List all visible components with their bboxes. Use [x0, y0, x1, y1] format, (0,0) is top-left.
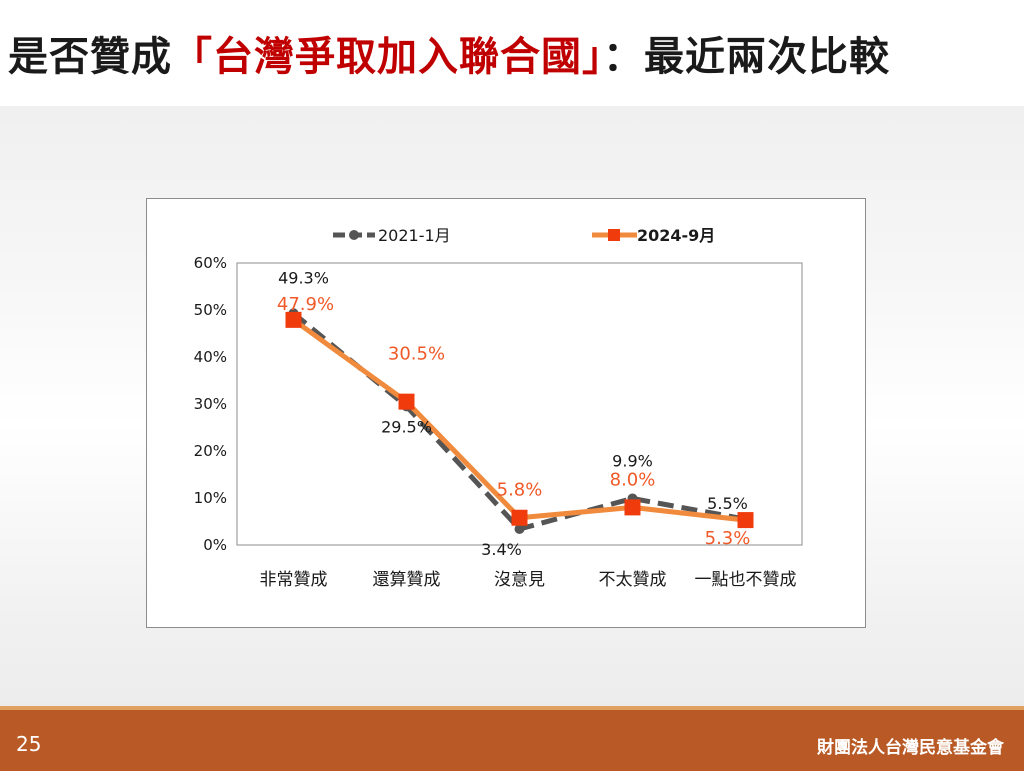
title-bar: 是否贊成「台灣爭取加入聯合國」：最近兩次比較	[0, 0, 1024, 106]
organization-name: 財團法人台灣民意基金會	[817, 738, 1004, 758]
title-prefix: 是否贊成	[8, 34, 172, 80]
data-label-2024: 5.8%	[497, 480, 543, 501]
x-category-label: 非常贊成	[260, 570, 328, 590]
x-category-label: 沒意見	[494, 570, 545, 590]
data-point-2024	[511, 509, 528, 526]
legend-marker-2024	[608, 229, 620, 241]
y-tick-label: 50%	[194, 301, 227, 319]
line-chart: 0% 10% 20% 30% 40% 50% 60% 非常贊成 還算贊成 沒意見 不太贊成 一點也不贊…	[194, 226, 803, 590]
x-category-label: 一點也不贊成	[695, 570, 797, 590]
title-suffix: ：最近兩次比較	[603, 34, 890, 80]
y-tick-label: 10%	[194, 489, 227, 507]
data-label-2021: 29.5%	[381, 417, 432, 436]
footer-accent-line	[0, 706, 1024, 710]
y-tick-label: 40%	[194, 348, 227, 366]
data-label-2021: 49.3%	[278, 268, 329, 287]
data-point-2024	[285, 311, 302, 328]
legend-label-2021: 2021-1月	[378, 226, 451, 245]
legend-marker-2021	[349, 230, 359, 240]
plot-area-frame	[236, 262, 803, 546]
title-highlight: 「台灣爭取加入聯合國」	[172, 34, 603, 80]
data-point-2024	[737, 512, 754, 529]
data-label-2024: 8.0%	[610, 469, 656, 490]
x-category-label: 不太贊成	[599, 570, 667, 590]
x-category-label: 還算贊成	[373, 570, 441, 590]
data-label-2021: 3.4%	[481, 540, 522, 559]
y-tick-label: 60%	[194, 254, 227, 272]
data-point-2024	[398, 393, 415, 410]
footer-bar	[0, 710, 1024, 771]
data-label-2024: 30.5%	[388, 344, 445, 365]
data-label-2024: 47.9%	[277, 294, 334, 315]
data-point-2021	[514, 524, 525, 535]
chart-panel: 0% 10% 20% 30% 40% 50% 60% 非常贊成 還算贊成 沒意見 不太贊成 一點也不贊…	[146, 198, 866, 628]
slide-title: 是否贊成「台灣爭取加入聯合國」：最近兩次比較	[8, 24, 890, 82]
y-tick-label: 30%	[194, 395, 227, 413]
data-label-2021: 9.9%	[612, 451, 653, 470]
data-point-2024	[624, 499, 641, 516]
data-label-2021: 5.5%	[707, 494, 748, 513]
page-number: 25	[16, 732, 42, 756]
y-tick-label: 20%	[194, 442, 227, 460]
data-label-2024: 5.3%	[705, 528, 751, 549]
legend-label-2024: 2024-9月	[637, 226, 715, 245]
y-tick-label: 0%	[203, 536, 227, 554]
